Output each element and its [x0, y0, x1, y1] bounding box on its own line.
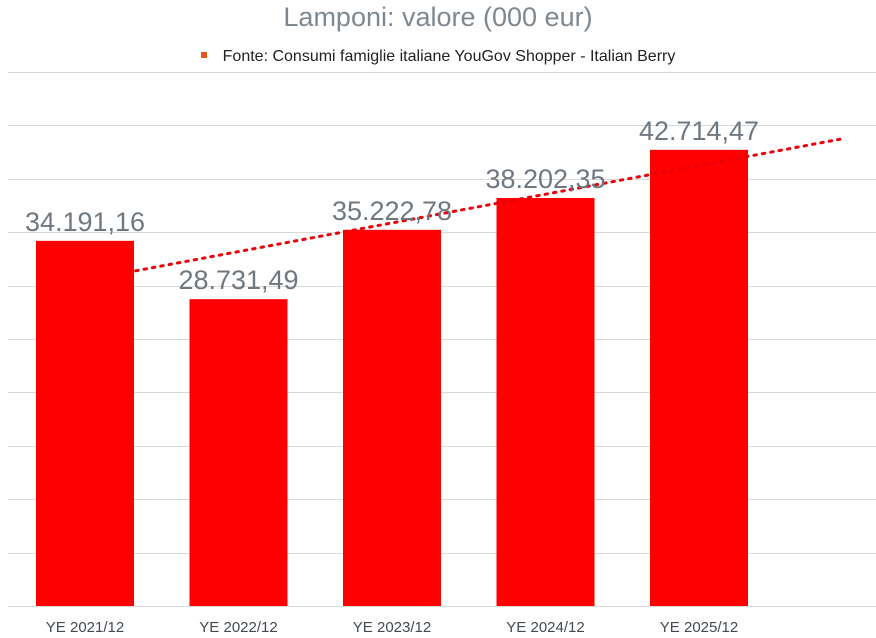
legend-entry: Fonte: Consumi famiglie italiane YouGov … [222, 48, 676, 65]
x-tick-label-5: YE 2025/12 [660, 619, 738, 636]
legend-marker [200, 51, 207, 58]
legend: Fonte: Consumi famiglie italiane YouGov … [0, 48, 876, 66]
data-label-1: 34.191,16 [25, 207, 145, 237]
data-label-5: 42.714,47 [639, 116, 759, 146]
bar-1 [36, 240, 134, 606]
x-tick-label-4: YE 2024/12 [506, 619, 584, 636]
x-tick-label-3: YE 2023/12 [353, 619, 431, 636]
data-label-4: 38.202,35 [485, 164, 605, 194]
bar-2 [189, 299, 288, 606]
data-label-2: 28.731,49 [178, 265, 298, 295]
x-tick-label-1: YE 2021/12 [46, 619, 124, 636]
chart-title: Lamponi: valore (000 eur) [283, 2, 593, 32]
data-label-3: 35.222,78 [332, 196, 452, 226]
x-tick-label-2: YE 2022/12 [199, 619, 277, 636]
bar-layer [36, 149, 748, 607]
label-layer: 34.191,16 28.731,49 35.222,78 38.202,35 42.7… [25, 116, 759, 295]
trend-layer [134, 137, 845, 273]
bar-3 [343, 229, 441, 606]
bar-4 [496, 197, 595, 606]
bar-5 [650, 149, 748, 607]
tick-layer: YE 2021/12 YE 2022/12 YE 2023/12 YE 2024/12… [46, 619, 738, 636]
trendline [134, 137, 845, 273]
